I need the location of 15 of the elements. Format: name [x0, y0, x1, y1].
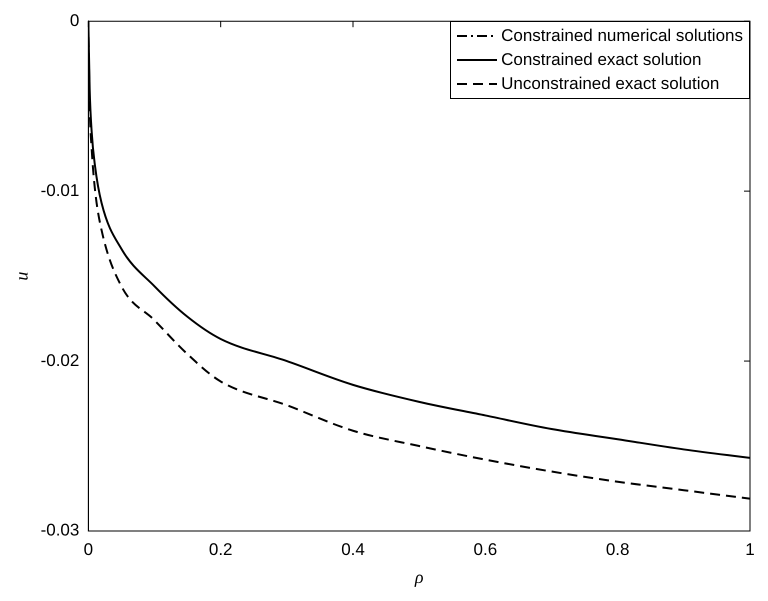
- x-tick-label: 0.4: [341, 540, 365, 559]
- legend-label: Constrained exact solution: [501, 50, 702, 70]
- x-tick-label: 0.6: [474, 540, 498, 559]
- x-tick-label: 0.8: [606, 540, 630, 559]
- x-tick-label: 0.2: [208, 540, 232, 559]
- y-tick-label: -0.01: [40, 180, 80, 200]
- y-tick-label: -0.02: [40, 350, 80, 370]
- y-axis-title: u: [12, 272, 32, 281]
- x-tick-label: 0: [84, 540, 94, 559]
- x-axis-title: ρ: [414, 566, 424, 587]
- y-tick-label: -0.03: [40, 520, 80, 540]
- legend-label: Unconstrained exact solution: [501, 74, 720, 94]
- legend-label: Constrained numerical solutions: [501, 26, 743, 46]
- x-tick-label: 1: [745, 540, 755, 559]
- y-tick-label: 0: [70, 10, 80, 30]
